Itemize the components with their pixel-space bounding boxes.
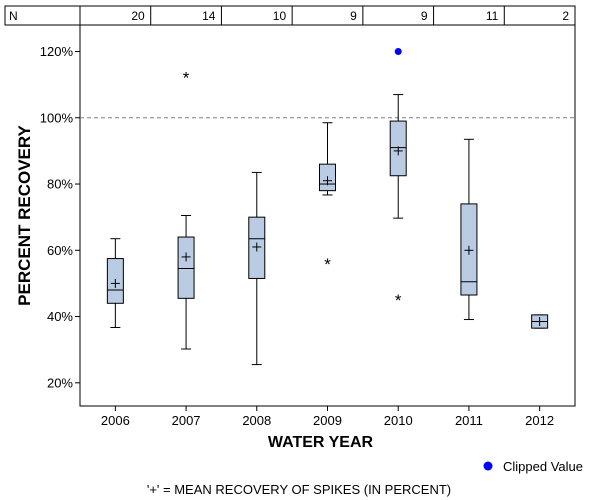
y-tick-label: 60%	[47, 243, 73, 258]
n-count-2010: 9	[421, 9, 428, 23]
x-tick-label: 2011	[455, 413, 483, 428]
box-2011	[460, 138, 478, 321]
y-tick-label: 40%	[47, 309, 73, 324]
n-count-2008: 10	[273, 9, 287, 23]
box-2007: *	[177, 69, 195, 350]
plot-frame	[79, 24, 576, 407]
box-2008	[248, 171, 266, 366]
box-2009: *	[319, 122, 336, 274]
x-tick-label: 2007	[172, 413, 201, 428]
n-count-row: N 20 14 10 9 9 11 2	[4, 5, 576, 26]
legend-clipped-marker	[483, 461, 493, 471]
outlier-marker: *	[324, 255, 331, 274]
n-count-2006: 20	[131, 9, 145, 23]
x-tick-label: 2008	[242, 413, 271, 428]
y-axis: 20% 40% 60% 80% 100% 120%	[40, 44, 80, 390]
footnote: '+' = MEAN RECOVERY OF SPIKES (IN PERCEN…	[147, 482, 451, 497]
x-tick-label: 2006	[101, 413, 130, 428]
n-count-2007: 14	[202, 9, 216, 23]
box-2010: *	[389, 48, 407, 310]
box-2006	[106, 238, 124, 328]
box-series: * * *	[106, 48, 549, 366]
n-count-2009: 9	[350, 9, 357, 23]
box-body	[177, 236, 195, 299]
x-tick-label: 2012	[525, 413, 554, 428]
y-tick-label: 20%	[47, 375, 73, 390]
outlier-marker: *	[395, 291, 402, 310]
clipped-value-marker	[394, 48, 402, 56]
box-2012	[531, 314, 549, 329]
n-header-label: N	[9, 9, 18, 23]
x-axis-label: WATER YEAR	[268, 434, 374, 451]
y-tick-label: 80%	[47, 177, 73, 192]
y-axis-label: PERCENT RECOVERY	[15, 124, 34, 305]
legend-clipped-label: Clipped Value	[503, 459, 583, 474]
n-count-2012: 2	[562, 9, 569, 23]
x-axis: 2006 2007 2008 2009 2010 2011 2012	[101, 406, 554, 428]
x-tick-label: 2009	[313, 413, 342, 428]
y-tick-label: 120%	[40, 44, 74, 59]
x-tick-label: 2010	[384, 413, 413, 428]
y-tick-label: 100%	[40, 110, 74, 125]
outlier-marker: *	[183, 69, 190, 88]
n-count-2011: 11	[486, 9, 499, 23]
legend: Clipped Value	[483, 459, 583, 474]
